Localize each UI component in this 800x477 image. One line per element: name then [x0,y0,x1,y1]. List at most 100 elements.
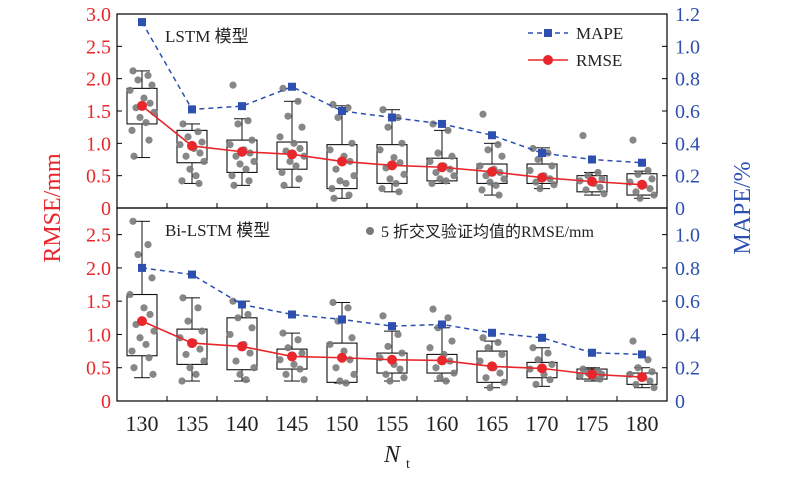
cv-point [442,377,450,385]
cv-point [296,365,304,373]
cv-point [342,379,350,387]
cv-point [386,377,394,385]
cv-point [198,327,206,335]
rmse-marker [587,369,597,380]
cv-point [529,144,537,153]
cv-point [342,179,350,188]
cv-point [444,126,452,134]
cv-point [146,310,154,319]
cv-point [494,338,502,347]
y-left-tick-label: 2.0 [86,258,111,280]
cv-point [429,120,437,128]
cv-point [148,274,156,282]
y-left-tick-label: 2.0 [86,69,111,91]
cv-point [395,188,403,196]
cv-point [298,349,306,357]
legend-scatter-label: 5 折交叉验证均值的RMSE/mm [381,223,594,241]
cv-point [134,250,142,259]
cv-point [629,136,637,144]
cv-point [226,330,234,339]
cv-point [646,377,654,385]
cv-point [594,168,602,177]
cv-point [636,194,644,202]
cv-point [276,356,284,364]
x-axis-label-subscript: t [406,457,410,472]
y-left-tick-label: 3.0 [86,4,111,26]
y-left-tick-label: 1.5 [86,101,111,123]
cv-point [296,144,304,153]
cv-point [195,179,203,188]
legend-scatter-marker [366,227,374,235]
y-axis-label-left: RMSE/mm [40,153,66,263]
cv-point [450,369,458,377]
cv-point [396,365,404,373]
y-right-tick-label: 0.4 [675,133,700,155]
cv-point [348,139,356,147]
cv-point [284,344,292,352]
mape-marker [638,350,646,359]
mape-marker [138,263,146,272]
cv-point [648,175,656,183]
rmse-marker [237,146,247,157]
cv-point [644,356,652,364]
mape-marker [238,102,246,111]
cv-point [532,380,540,388]
cv-point [344,304,352,312]
cv-point [196,345,204,353]
cv-point [398,349,406,357]
cv-point [284,112,292,120]
cv-point [400,374,408,382]
cv-point [596,183,604,191]
cv-point [500,175,508,183]
cv-point [376,354,384,362]
rmse-marker [537,172,547,183]
cv-point [295,175,303,183]
mape-marker [588,155,596,164]
cv-point [500,378,508,386]
cv-point [129,217,137,225]
cv-point [386,175,394,183]
cv-point [634,364,642,372]
y-left-tick-label: 2.5 [86,36,111,58]
cv-point [329,298,337,307]
x-tick-label: 130 [126,411,159,436]
cv-point [426,157,434,166]
mape-marker [438,119,446,128]
cv-point [384,342,392,351]
cv-point [429,305,437,313]
cv-point [194,304,202,312]
rmse-marker [237,341,247,352]
cv-point [145,136,153,144]
rmse-marker [437,162,447,173]
cv-point [629,337,637,345]
cv-point [126,290,134,299]
cv-point [200,357,208,365]
cv-point [198,138,206,146]
cv-point [394,330,402,339]
cv-point [136,113,144,122]
y-left-tick-label: 0.5 [86,166,111,188]
cv-point [484,344,492,352]
rmse-marker [537,363,547,374]
cv-point [192,172,200,180]
text-layer: 0 0.5 1.0 1.5 2.0 2.5 3.0 0 0.2 0.4 0.6 0.8 1.0 1.2 LS… [40,4,756,472]
y-axis-label-right: MAPE/% [730,161,756,254]
cv-point [236,160,244,168]
cv-point [245,177,253,185]
cv-point [650,191,658,199]
y-right-tick-label: 1.0 [675,36,700,58]
panel-frame [116,207,668,402]
cv-point [334,113,342,122]
cv-point [232,357,240,365]
cv-point [250,364,258,372]
y-right-tick-label: 0.6 [675,291,700,313]
axes-layer [116,13,668,402]
panel-title: LSTM 模型 [165,27,249,46]
cv-point [444,314,452,322]
cv-point [336,377,344,385]
mape-marker [538,333,546,342]
cv-point [544,149,552,157]
cv-point [178,377,186,385]
y-left-tick-label: 0 [101,198,111,220]
